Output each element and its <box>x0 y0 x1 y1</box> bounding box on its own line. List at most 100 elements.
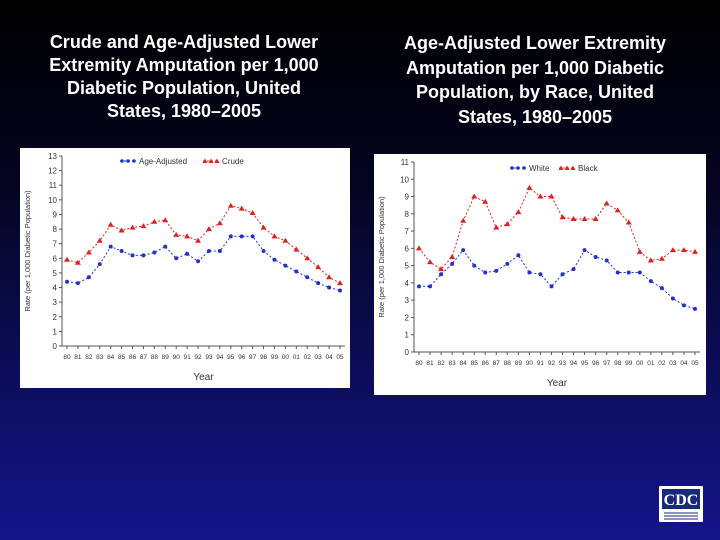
legend-label: White <box>529 164 550 173</box>
data-point <box>526 184 533 190</box>
data-point <box>326 274 333 280</box>
data-point <box>86 275 91 280</box>
legend-marker <box>570 165 576 170</box>
x-tick-label: 95 <box>581 360 589 367</box>
data-point <box>615 270 620 275</box>
x-tick-label: 00 <box>636 360 644 367</box>
data-point <box>119 249 124 253</box>
x-tick-label: 82 <box>437 360 445 367</box>
y-axis-label: Rate (per 1,000 Diabetic Population) <box>377 196 386 318</box>
x-tick-label: 93 <box>559 360 567 367</box>
data-point <box>129 224 136 230</box>
data-point <box>228 234 233 239</box>
data-point <box>118 227 125 233</box>
y-tick-label: 3 <box>53 298 58 307</box>
data-point <box>305 275 310 280</box>
data-point <box>515 209 522 215</box>
x-tick-label: 89 <box>162 354 170 361</box>
x-tick-label: 81 <box>426 360 434 367</box>
y-tick-label: 5 <box>53 269 58 278</box>
x-tick-label: 86 <box>129 354 137 361</box>
y-tick-label: 0 <box>405 348 410 357</box>
x-axis-label: Year <box>193 372 214 383</box>
x-tick-label: 96 <box>592 360 600 367</box>
data-point <box>108 244 113 249</box>
legend-marker <box>120 159 124 163</box>
legend-marker <box>208 158 214 163</box>
data-point <box>184 233 191 239</box>
x-tick-label: 99 <box>271 354 279 361</box>
series-line-crude <box>66 205 341 284</box>
data-point <box>614 207 621 213</box>
data-point <box>461 248 466 253</box>
data-point <box>648 279 653 284</box>
data-point <box>582 248 587 253</box>
data-point <box>416 245 422 251</box>
x-tick-label: 84 <box>460 360 468 367</box>
data-point <box>659 286 664 291</box>
y-tick-label: 7 <box>405 227 410 236</box>
data-point <box>250 234 255 239</box>
data-point <box>658 255 665 261</box>
y-tick-label: 6 <box>405 244 410 253</box>
x-tick-label: 83 <box>449 360 457 367</box>
data-point <box>494 268 499 273</box>
data-point <box>304 255 311 261</box>
data-point <box>337 280 343 286</box>
x-tick-label: 00 <box>282 354 290 361</box>
data-point <box>560 272 565 277</box>
y-tick-label: 11 <box>49 181 58 190</box>
y-tick-label: 12 <box>48 167 57 176</box>
data-point <box>548 193 555 199</box>
legend-label: Crude <box>222 157 244 166</box>
data-point <box>527 270 532 275</box>
data-point <box>216 220 223 226</box>
data-point <box>141 253 146 258</box>
right-chart-title: Age-Adjusted Lower Extremity Amputation … <box>403 33 667 127</box>
x-tick-label: 99 <box>625 360 633 367</box>
data-point <box>538 272 543 277</box>
y-tick-label: 13 <box>48 152 57 161</box>
y-tick-label: 2 <box>53 313 58 322</box>
data-point <box>537 193 544 199</box>
x-tick-label: 98 <box>614 360 622 367</box>
series-line-age-adjusted <box>66 235 341 291</box>
data-point <box>549 284 554 289</box>
y-tick-label: 8 <box>53 225 58 234</box>
data-point <box>196 259 201 264</box>
data-point <box>637 270 642 275</box>
data-point <box>449 254 456 259</box>
x-tick-label: 81 <box>74 354 82 361</box>
x-tick-label: 80 <box>415 360 423 367</box>
legend-label: Age-Adjusted <box>139 157 187 166</box>
data-point <box>74 259 81 265</box>
data-point <box>592 216 599 221</box>
data-point <box>626 270 631 275</box>
data-point <box>570 216 577 221</box>
series-line-white <box>419 249 696 310</box>
data-point <box>249 210 256 215</box>
legend-marker <box>564 165 570 170</box>
x-tick-label: 03 <box>669 360 677 367</box>
data-point <box>505 261 510 266</box>
x-tick-label: 87 <box>493 360 501 367</box>
y-tick-label: 11 <box>401 158 410 167</box>
x-tick-label: 02 <box>658 360 666 367</box>
data-point <box>427 259 434 265</box>
data-point <box>460 217 467 223</box>
x-tick-label: 86 <box>482 360 490 367</box>
data-point <box>195 237 202 243</box>
data-point <box>472 263 477 268</box>
x-tick-label: 87 <box>140 354 148 361</box>
data-point <box>162 217 169 223</box>
y-tick-label: 10 <box>400 175 409 184</box>
x-tick-label: 05 <box>336 354 344 361</box>
data-point <box>282 237 289 243</box>
x-tick-label: 05 <box>691 360 699 367</box>
data-point <box>428 284 433 289</box>
x-tick-label: 93 <box>205 354 213 361</box>
data-point <box>670 296 675 301</box>
data-point <box>96 237 103 243</box>
data-point <box>581 216 588 221</box>
